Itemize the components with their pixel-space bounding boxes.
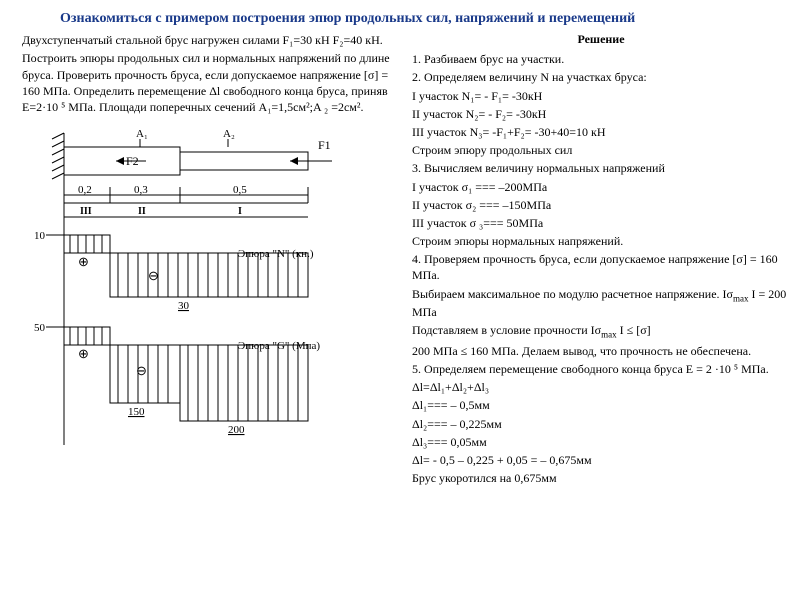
solution-line: II участок N₂= - F₂= -30кН (412, 106, 790, 122)
two-column-layout: Двухступенчатый стальной брус нагружен с… (0, 32, 800, 488)
solution-heading: Решение (412, 32, 790, 47)
solution-line: Строим эпюру продольных сил (412, 142, 790, 158)
solution-line: I участок σ₁ === –200МПа (412, 179, 790, 195)
solution-line: Подставляем в условие прочности Iσmax I … (412, 322, 790, 341)
label-A2: A₂ (223, 128, 235, 140)
solution-line: 2. Определяем величину N на участках бру… (412, 69, 790, 85)
solution-line: III участок N₃= -F₁+F₂= -30+40=10 кН (412, 124, 790, 140)
page-title: Ознакомиться с примером построения эпюр … (0, 0, 800, 32)
dim-03: 0,3 (134, 184, 148, 196)
n10: 10 (34, 230, 46, 242)
seg-II: II (138, 206, 146, 217)
label-A1: A₁ (136, 128, 148, 140)
plus-n: ⊕ (78, 254, 89, 269)
solution-body: 1. Разбиваем брус на участки. 2. Определя… (412, 51, 790, 486)
epN-label: Эпюра "N" (кн.) (238, 248, 314, 260)
right-column: Решение 1. Разбиваем брус на участки. 2. … (392, 32, 790, 488)
solution-line: Выбираем максимальное по модулю расчетно… (412, 286, 790, 321)
solution-line: III участок σ ₃=== 50МПа (412, 215, 790, 231)
dim-05: 0,5 (233, 184, 247, 196)
problem-p2: Построить эпюры продольных сил и нормаль… (22, 50, 392, 115)
seg-I: I (238, 206, 242, 217)
minus-g: ⊖ (136, 363, 147, 378)
solution-line: 4. Проверяем прочность бруса, если допус… (412, 251, 790, 283)
dim-02: 0,2 (78, 184, 92, 196)
g50: 50 (34, 322, 46, 334)
g200: 200 (228, 424, 245, 436)
minus-n: ⊖ (148, 268, 159, 283)
solution-line: Δl= - 0,5 – 0,225 + 0,05 = – 0,675мм (412, 452, 790, 468)
diagram: A₁ A₂ F2 F1 (28, 125, 392, 459)
g150: 150 (128, 406, 145, 418)
seg-III: III (80, 206, 92, 217)
problem-p1: Двухступенчатый стальной брус нагружен с… (22, 32, 392, 48)
solution-line: Δl=Δl₁+Δl₂+Δl₃ (412, 379, 790, 395)
solution-line: Δl₁=== – 0,5мм (412, 397, 790, 413)
solution-line: Δl₃=== 0,05мм (412, 434, 790, 450)
solution-line: 200 МПа ≤ 160 МПа. Делаем вывод, что про… (412, 343, 790, 359)
beam-epure-svg: A₁ A₂ F2 F1 (28, 125, 348, 455)
solution-line: Брус укоротился на 0,675мм (412, 470, 790, 486)
n30: 30 (178, 300, 190, 312)
solution-line: 5. Определяем перемещение свободного кон… (412, 361, 790, 377)
solution-line: 1. Разбиваем брус на участки. (412, 51, 790, 67)
solution-line: I участок N₁= - F₁= -30кН (412, 88, 790, 104)
epG-label: Эпюра "G" (Мпа) (238, 340, 320, 352)
solution-line: Δl₂=== – 0,225мм (412, 416, 790, 432)
solution-line: II участок σ₂ === –150МПа (412, 197, 790, 213)
solution-line: Строим эпюры нормальных напряжений. (412, 233, 790, 249)
left-column: Двухступенчатый стальной брус нагружен с… (22, 32, 392, 488)
solution-line: 3. Вычисляем величину нормальных напряже… (412, 160, 790, 176)
label-F1: F1 (318, 138, 331, 152)
plus-g: ⊕ (78, 346, 89, 361)
